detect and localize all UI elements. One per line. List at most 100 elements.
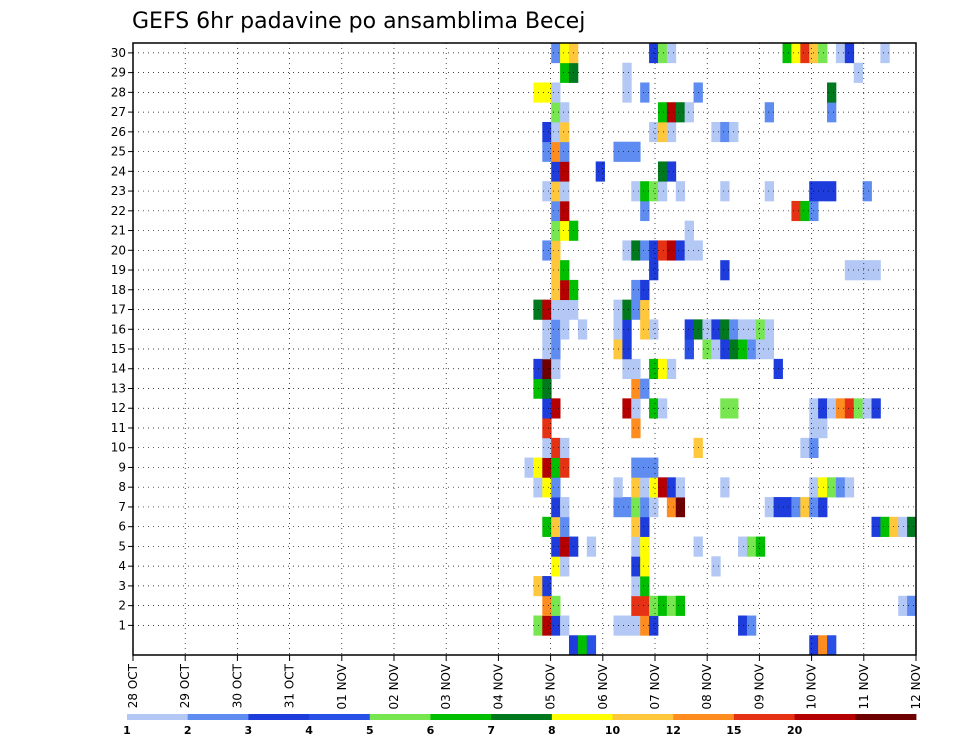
heatmap-cell bbox=[560, 497, 570, 518]
heatmap-cell bbox=[640, 181, 650, 202]
heatmap-cell bbox=[827, 102, 837, 123]
heatmap-cell bbox=[640, 378, 650, 399]
heatmap-cell bbox=[560, 102, 570, 123]
heatmap-cell bbox=[542, 615, 552, 636]
heatmap-cell bbox=[844, 477, 855, 498]
y-tick-label: 22 bbox=[111, 204, 126, 218]
colorbar-swatch bbox=[794, 714, 856, 720]
heatmap-cell bbox=[595, 161, 605, 182]
colorbar-label: 8 bbox=[548, 724, 556, 737]
heatmap-cell bbox=[640, 556, 650, 577]
y-tick-label: 14 bbox=[111, 362, 126, 376]
heatmap-cell bbox=[631, 418, 641, 439]
heatmap-cell bbox=[827, 635, 837, 656]
heatmap-cell bbox=[640, 497, 650, 518]
heatmap-cell bbox=[577, 635, 588, 656]
heatmap-cell bbox=[622, 398, 632, 419]
heatmap-cell bbox=[675, 595, 686, 616]
y-tick-label: 18 bbox=[111, 283, 126, 297]
heatmap-cell bbox=[551, 220, 561, 241]
heatmap-cell bbox=[818, 635, 828, 656]
y-axis: 1234567891011121314151617181920212223242… bbox=[111, 46, 133, 632]
heatmap-cell bbox=[800, 200, 810, 222]
heatmap-cell bbox=[702, 339, 712, 360]
heatmap-cell bbox=[880, 43, 890, 64]
x-tick-label: 28 OCT bbox=[126, 663, 140, 708]
heatmap-cell bbox=[560, 181, 570, 202]
heatmap-cell bbox=[631, 497, 641, 518]
colorbar-label: 5 bbox=[366, 724, 374, 737]
heatmap-cell bbox=[560, 319, 570, 340]
heatmap-cell bbox=[791, 200, 801, 222]
heatmap-cell bbox=[631, 181, 641, 202]
y-tick-label: 7 bbox=[118, 500, 126, 514]
heatmap-cell bbox=[631, 576, 641, 597]
heatmap-cell bbox=[551, 141, 561, 162]
colorbar-label: 2 bbox=[184, 724, 192, 737]
heatmap-cell bbox=[560, 457, 570, 478]
heatmap-cell bbox=[871, 398, 881, 419]
heatmap-cell bbox=[560, 536, 570, 557]
y-tick-label: 10 bbox=[111, 441, 126, 455]
heatmap-cell bbox=[746, 615, 757, 636]
x-tick-label: 12 NOV bbox=[909, 663, 923, 709]
chart-title: GEFS 6hr padavine po ansamblima Becej bbox=[132, 9, 585, 34]
heatmap-cell bbox=[631, 398, 641, 419]
colorbar-label: 10 bbox=[605, 724, 621, 737]
heatmap-cell bbox=[551, 556, 561, 577]
x-tick-label: 09 NOV bbox=[752, 663, 766, 709]
heatmap-cell bbox=[631, 477, 641, 498]
heatmap-cell bbox=[657, 358, 668, 380]
colorbar-swatch bbox=[187, 714, 249, 720]
heatmap-cell bbox=[551, 615, 561, 636]
heatmap-cell bbox=[702, 319, 712, 340]
heatmap-cell bbox=[640, 200, 650, 222]
heatmap-cell bbox=[586, 635, 597, 656]
heatmap-cell bbox=[631, 556, 641, 577]
heatmap-cell bbox=[720, 121, 730, 143]
heatmap-cell bbox=[835, 398, 846, 419]
heatmap-cell bbox=[542, 516, 552, 537]
x-tick-label: 29 OCT bbox=[178, 663, 192, 708]
heatmap-cell bbox=[640, 576, 650, 597]
heatmap-cell bbox=[551, 437, 561, 458]
heatmap-cell bbox=[675, 497, 686, 518]
heatmap-cell bbox=[631, 595, 641, 616]
heatmap-cell bbox=[551, 43, 561, 64]
heatmap-cell bbox=[622, 141, 632, 162]
heatmap-cell bbox=[622, 299, 632, 320]
heatmap-cell bbox=[738, 536, 748, 557]
colorbar-swatch bbox=[491, 714, 553, 720]
heatmap-cell bbox=[755, 339, 766, 360]
heatmap-cell bbox=[675, 102, 686, 123]
heatmap-cell bbox=[657, 477, 668, 498]
heatmap-cell bbox=[657, 398, 668, 419]
heatmap-cell bbox=[738, 319, 748, 340]
heatmap-cell bbox=[657, 161, 668, 182]
heatmap-cell bbox=[720, 398, 730, 419]
heatmap-cell bbox=[844, 43, 855, 64]
heatmap-cell bbox=[560, 279, 570, 301]
heatmap-cell bbox=[551, 516, 561, 537]
heatmap-cell bbox=[560, 200, 570, 222]
heatmap-cell bbox=[551, 82, 561, 103]
heatmap-cell bbox=[542, 576, 552, 597]
heatmap-cell bbox=[640, 457, 650, 478]
colorbar-swatch bbox=[127, 714, 189, 720]
heatmap-cell bbox=[764, 319, 775, 340]
x-tick-label: 01 NOV bbox=[335, 663, 349, 709]
heatmap-cell bbox=[764, 102, 775, 123]
heatmap-cell bbox=[907, 516, 917, 537]
y-tick-label: 16 bbox=[111, 322, 126, 336]
heatmap-cell bbox=[640, 516, 650, 537]
colorbar-swatch bbox=[248, 714, 310, 720]
heatmap-cell bbox=[560, 437, 570, 458]
heatmap-cell bbox=[666, 240, 677, 261]
y-tick-label: 30 bbox=[111, 46, 126, 60]
heatmap-cell bbox=[746, 339, 757, 360]
heatmap-cell bbox=[720, 339, 730, 360]
y-tick-label: 20 bbox=[111, 243, 126, 257]
heatmap-cell bbox=[631, 279, 641, 301]
heatmap-cell bbox=[666, 121, 677, 143]
